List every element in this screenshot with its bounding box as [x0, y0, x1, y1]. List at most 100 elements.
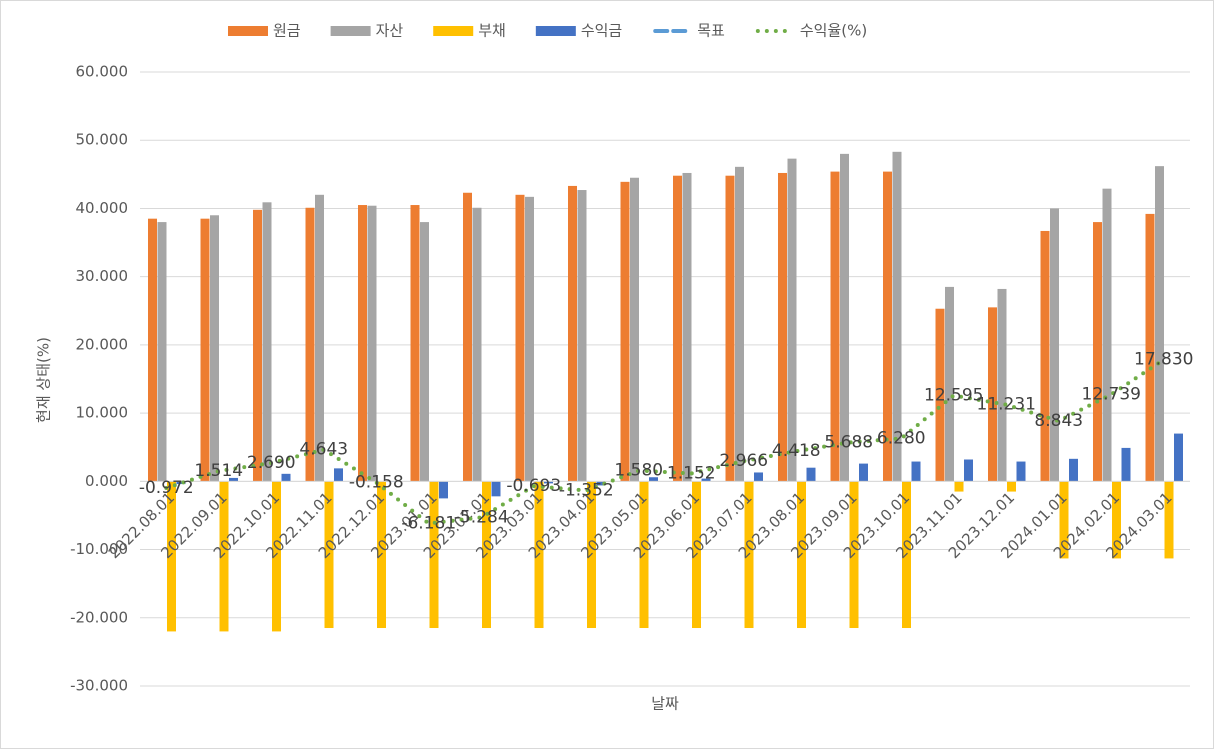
data-label: 5.688 — [824, 433, 873, 453]
y-tick-label: 10.000 — [76, 404, 129, 422]
bar — [534, 481, 544, 629]
y-tick-label: -30.000 — [70, 677, 128, 695]
bar — [849, 481, 859, 629]
bar — [482, 481, 491, 629]
data-label: -1.352 — [559, 481, 614, 501]
bar — [620, 181, 630, 482]
bar — [735, 166, 744, 482]
bar — [859, 463, 868, 482]
data-label: 2.690 — [247, 453, 296, 473]
legend-swatch — [433, 26, 474, 36]
bar — [420, 222, 429, 482]
data-label: -0.972 — [139, 478, 194, 498]
data-label: -6.181 — [401, 514, 456, 534]
y-axis-label: 현재 상태(%) — [35, 337, 53, 423]
bar — [988, 307, 997, 482]
bar — [587, 481, 596, 629]
data-label: 17.830 — [1134, 350, 1193, 370]
legend-label: 자산 — [376, 22, 404, 40]
bar — [1145, 213, 1155, 482]
bar — [892, 151, 902, 482]
bar — [1112, 481, 1121, 559]
bar — [1040, 230, 1050, 482]
bar — [229, 477, 238, 482]
bar — [315, 194, 324, 482]
data-label: 12.739 — [1082, 384, 1141, 404]
data-label: 12.595 — [924, 385, 983, 405]
bar — [1069, 458, 1078, 482]
bar — [410, 205, 420, 482]
data-label: -5.284 — [454, 507, 509, 527]
bar — [701, 478, 711, 482]
bar — [649, 477, 658, 482]
legend-label: 수익율(%) — [800, 22, 867, 40]
bar — [525, 196, 534, 482]
bar — [176, 481, 186, 485]
bar — [439, 481, 448, 499]
bar — [219, 481, 229, 632]
bar — [692, 481, 701, 629]
x-axis-label: 날짜 — [651, 695, 679, 713]
bar — [324, 481, 334, 629]
bar — [544, 481, 553, 484]
y-tick-label: -20.000 — [70, 608, 128, 626]
bar — [682, 172, 692, 482]
bar — [911, 461, 921, 482]
bar — [463, 192, 472, 482]
data-label: 11.231 — [977, 395, 1036, 415]
bar — [1059, 481, 1069, 559]
bar — [797, 481, 806, 629]
bar — [806, 467, 816, 482]
bar — [673, 175, 682, 482]
data-label: -0.158 — [349, 472, 404, 492]
legend-label: 부채 — [478, 22, 506, 40]
bar — [883, 171, 892, 482]
bar — [210, 215, 219, 482]
bar — [367, 205, 377, 482]
line — [164, 357, 1166, 526]
bar — [568, 185, 577, 482]
bar — [577, 190, 587, 482]
bar — [1164, 481, 1174, 559]
bar — [787, 158, 797, 482]
legend-swatch — [228, 26, 268, 36]
legend-swatch — [535, 26, 576, 36]
bar — [1093, 222, 1102, 482]
bar — [935, 308, 945, 482]
bar — [472, 207, 482, 482]
data-label: 1.514 — [194, 461, 243, 481]
bar — [778, 172, 787, 482]
bar — [964, 459, 973, 482]
bar — [744, 481, 754, 629]
legend-label: 목표 — [697, 22, 725, 40]
legend-label: 수익금 — [581, 22, 623, 40]
data-label: 2.966 — [719, 451, 768, 471]
y-tick-label: 40.000 — [76, 199, 129, 217]
bar — [725, 175, 735, 482]
data-label: 8.843 — [1034, 411, 1083, 431]
data-label: 4.643 — [299, 440, 348, 460]
bar — [639, 481, 649, 629]
y-tick-label: 50.000 — [76, 131, 129, 149]
legend-swatch — [330, 26, 371, 36]
bar — [262, 202, 272, 482]
y-tick-label: 60.000 — [76, 63, 129, 81]
bar — [997, 288, 1007, 482]
bar — [157, 222, 167, 482]
bar — [377, 481, 386, 629]
bar — [902, 481, 911, 629]
bar — [358, 205, 367, 482]
y-tick-label: 30.000 — [76, 267, 129, 285]
data-label: -0.693 — [506, 476, 561, 496]
bar — [334, 468, 343, 482]
bar — [272, 481, 281, 632]
bar — [491, 481, 501, 497]
bar — [945, 286, 954, 482]
bar — [1007, 481, 1016, 492]
legend-label: 원금 — [273, 22, 301, 40]
bar — [1016, 461, 1026, 482]
bar — [305, 207, 315, 482]
data-label: 6.280 — [877, 428, 926, 448]
